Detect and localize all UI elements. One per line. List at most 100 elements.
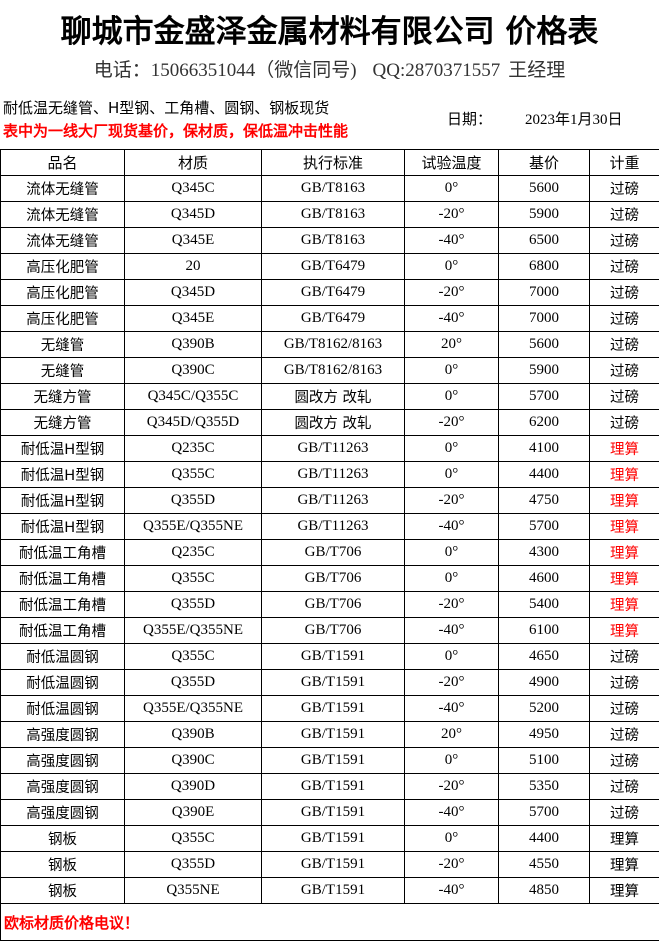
cell-test-temp: 20° xyxy=(404,331,499,358)
table-row: 流体无缝管 Q345E GB/T8163 -40° 6500 过磅 xyxy=(0,227,659,254)
cell-weighing: 过磅 xyxy=(589,721,659,748)
cell-material: Q355D xyxy=(124,851,262,878)
cell-base-price: 4850 xyxy=(498,877,590,904)
cell-base-price: 5600 xyxy=(498,331,590,358)
table-row: 高压化肥管 Q345D GB/T6479 -20° 7000 过磅 xyxy=(0,279,659,306)
cell-material: Q390C xyxy=(124,747,262,774)
cell-base-price: 4100 xyxy=(498,435,590,462)
cell-test-temp: 20° xyxy=(404,721,499,748)
cell-weighing: 过磅 xyxy=(589,383,659,410)
cell-base-price: 4900 xyxy=(498,669,590,696)
cell-test-temp: -40° xyxy=(404,617,499,644)
cell-product-name: 耐低温H型钢 xyxy=(0,461,125,488)
cell-test-temp: -20° xyxy=(404,279,499,306)
cell-material: Q355D xyxy=(124,591,262,618)
cell-weighing: 过磅 xyxy=(589,409,659,436)
cell-weighing: 过磅 xyxy=(589,695,659,722)
table-row: 无缝管 Q390B GB/T8162/8163 20° 5600 过磅 xyxy=(0,331,659,358)
cell-weighing: 过磅 xyxy=(589,669,659,696)
cell-test-temp: -20° xyxy=(404,773,499,800)
cell-product-name: 高压化肥管 xyxy=(0,279,125,306)
cell-standard: GB/T8163 xyxy=(261,201,405,228)
cell-base-price: 5900 xyxy=(498,201,590,228)
cell-standard: GB/T6479 xyxy=(261,279,405,306)
cell-product-name: 无缝方管 xyxy=(0,409,125,436)
cell-material: Q355C xyxy=(124,565,262,592)
cell-test-temp: -20° xyxy=(404,201,499,228)
cell-weighing: 过磅 xyxy=(589,227,659,254)
cell-standard: GB/T1591 xyxy=(261,825,405,852)
cell-test-temp: -40° xyxy=(404,227,499,254)
cell-base-price: 5900 xyxy=(498,357,590,384)
cell-standard: GB/T706 xyxy=(261,539,405,566)
cell-material: Q355C xyxy=(124,825,262,852)
cell-standard: GB/T6479 xyxy=(261,253,405,280)
cell-product-name: 钢板 xyxy=(0,851,125,878)
cell-test-temp: 0° xyxy=(404,461,499,488)
table-row: 高强度圆钢 Q390E GB/T1591 -40° 5700 过磅 xyxy=(0,799,659,826)
cell-material: Q345D/Q355D xyxy=(124,409,262,436)
cell-base-price: 5700 xyxy=(498,799,590,826)
cell-standard: GB/T8162/8163 xyxy=(261,331,405,358)
cell-product-name: 流体无缝管 xyxy=(0,175,125,202)
table-row: 高压化肥管 20 GB/T6479 0° 6800 过磅 xyxy=(0,253,659,280)
price-table: 品名 材质 执行标准 试验温度 基价 计重 流体无缝管 Q345C GB/T8163 0° 560… xyxy=(0,149,659,941)
cell-weighing: 理算 xyxy=(589,851,659,878)
subtitle: 耐低温无缝管、H型钢、工角槽、圆钢、钢板现货 xyxy=(3,99,330,117)
cell-weighing: 过磅 xyxy=(589,747,659,774)
cell-standard: GB/T706 xyxy=(261,617,405,644)
cell-test-temp: -40° xyxy=(404,305,499,332)
cell-weighing: 理算 xyxy=(589,513,659,540)
manager: 王经理 xyxy=(508,60,566,81)
cell-test-temp: -20° xyxy=(404,487,499,514)
cell-standard: GB/T706 xyxy=(261,565,405,592)
cell-product-name: 无缝管 xyxy=(0,331,125,358)
cell-product-name: 耐低温工角槽 xyxy=(0,565,125,592)
table-row: 高强度圆钢 Q390B GB/T1591 20° 4950 过磅 xyxy=(0,721,659,748)
table-row: 高强度圆钢 Q390C GB/T1591 0° 5100 过磅 xyxy=(0,747,659,774)
cell-material: Q345D xyxy=(124,201,262,228)
cell-product-name: 无缝方管 xyxy=(0,383,125,410)
cell-base-price: 5100 xyxy=(498,747,590,774)
cell-standard: GB/T1591 xyxy=(261,721,405,748)
cell-standard: GB/T1591 xyxy=(261,643,405,670)
header-standard: 执行标准 xyxy=(261,149,405,176)
cell-weighing: 过磅 xyxy=(589,305,659,332)
cell-product-name: 耐低温工角槽 xyxy=(0,539,125,566)
table-row: 钢板 Q355C GB/T1591 0° 4400 理算 xyxy=(0,825,659,852)
cell-material: Q345E xyxy=(124,227,262,254)
cell-product-name: 钢板 xyxy=(0,825,125,852)
cell-product-name: 高强度圆钢 xyxy=(0,799,125,826)
cell-material: Q355E/Q355NE xyxy=(124,513,262,540)
cell-weighing: 理算 xyxy=(589,487,659,514)
cell-weighing: 理算 xyxy=(589,435,659,462)
cell-standard: GB/T8163 xyxy=(261,175,405,202)
cell-weighing: 过磅 xyxy=(589,357,659,384)
header-material: 材质 xyxy=(124,149,262,176)
cell-standard: GB/T11263 xyxy=(261,513,405,540)
cell-base-price: 4750 xyxy=(498,487,590,514)
table-row: 耐低温工角槽 Q355E/Q355NE GB/T706 -40° 6100 理算 xyxy=(0,617,659,644)
cell-base-price: 5700 xyxy=(498,383,590,410)
cell-base-price: 4400 xyxy=(498,825,590,852)
cell-material: Q345C/Q355C xyxy=(124,383,262,410)
cell-base-price: 4600 xyxy=(498,565,590,592)
cell-weighing: 理算 xyxy=(589,461,659,488)
cell-standard: GB/T1591 xyxy=(261,877,405,904)
cell-base-price: 4650 xyxy=(498,643,590,670)
cell-base-price: 5400 xyxy=(498,591,590,618)
cell-base-price: 4300 xyxy=(498,539,590,566)
table-row: 耐低温工角槽 Q355D GB/T706 -20° 5400 理算 xyxy=(0,591,659,618)
cell-test-temp: -20° xyxy=(404,591,499,618)
cell-test-temp: -20° xyxy=(404,409,499,436)
cell-test-temp: 0° xyxy=(404,747,499,774)
cell-product-name: 高强度圆钢 xyxy=(0,747,125,774)
table-row: 钢板 Q355NE GB/T1591 -40° 4850 理算 xyxy=(0,877,659,904)
table-row: 耐低温圆钢 Q355E/Q355NE GB/T1591 -40° 5200 过磅 xyxy=(0,695,659,722)
cell-weighing: 过磅 xyxy=(589,175,659,202)
table-row: 高强度圆钢 Q390D GB/T1591 -20° 5350 过磅 xyxy=(0,773,659,800)
cell-product-name: 耐低温圆钢 xyxy=(0,695,125,722)
cell-material: Q345D xyxy=(124,279,262,306)
cell-test-temp: 0° xyxy=(404,175,499,202)
cell-product-name: 高压化肥管 xyxy=(0,305,125,332)
